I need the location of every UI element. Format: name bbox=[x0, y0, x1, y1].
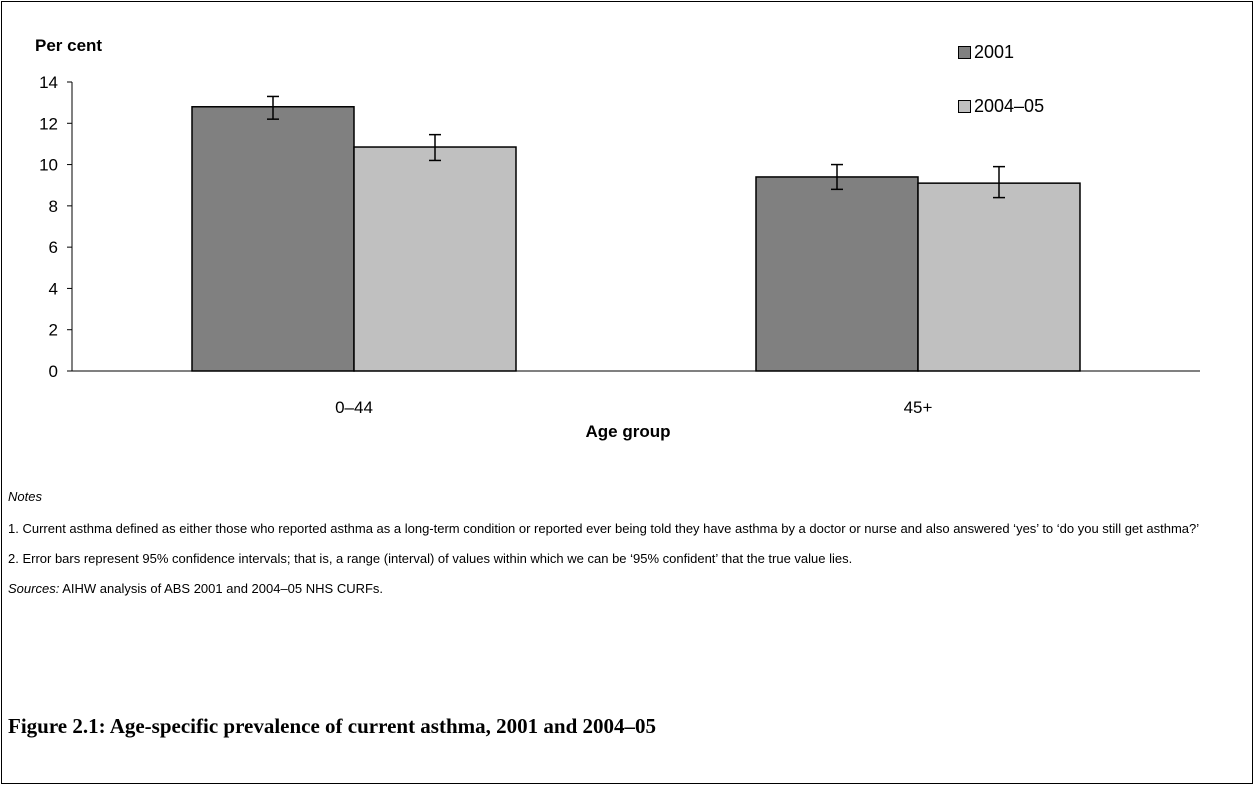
note-item-1: 1. Current asthma defined as either thos… bbox=[8, 521, 1200, 536]
legend-swatch-2001 bbox=[958, 45, 971, 59]
legend-item-2001: 2001 bbox=[958, 42, 1014, 63]
y-axis-title: Per cent bbox=[35, 36, 103, 55]
bar-2001-1 bbox=[755, 176, 919, 372]
y-tick-label: 12 bbox=[39, 114, 58, 133]
legend-label-2001: 2001 bbox=[974, 42, 1015, 62]
legend-swatch-2004-05 bbox=[958, 99, 971, 113]
legend-item-2004-05: 2004–05 bbox=[958, 96, 1044, 117]
notes-section: Notes 1. Current asthma defined as eithe… bbox=[8, 488, 1228, 598]
y-tick-label: 10 bbox=[39, 156, 58, 175]
bar-chart: 0 2 4 6 8 10 12 14 0–44 45+ bbox=[39, 73, 1200, 417]
sources-label: Sources: bbox=[8, 581, 60, 596]
bar-2001-0 bbox=[191, 106, 355, 372]
y-tick-label: 14 bbox=[39, 73, 58, 92]
y-tick-label: 0 bbox=[49, 362, 58, 381]
x-tick-label: 0–44 bbox=[335, 398, 373, 417]
legend-label-2004-05: 2004–05 bbox=[974, 96, 1045, 116]
y-tick-label: 2 bbox=[49, 321, 58, 340]
y-tick-label: 8 bbox=[49, 197, 58, 216]
sources-line: Sources: AIHW analysis of ABS 2001 and 2… bbox=[8, 580, 1228, 598]
x-axis-title: Age group bbox=[585, 422, 671, 441]
x-tick-label: 45+ bbox=[904, 398, 933, 417]
notes-title: Notes bbox=[8, 489, 42, 504]
bar-2004-05-0 bbox=[353, 146, 517, 372]
figure-title: Figure 2.1: Age-specific prevalence of c… bbox=[8, 714, 657, 738]
y-tick-label: 6 bbox=[49, 238, 58, 257]
bar-2004-05-1 bbox=[917, 182, 1081, 372]
sources-text: AIHW analysis of ABS 2001 and 2004–05 NH… bbox=[59, 581, 384, 596]
note-item-2: 2. Error bars represent 95% confidence i… bbox=[8, 551, 853, 566]
y-tick-label: 4 bbox=[49, 279, 58, 298]
